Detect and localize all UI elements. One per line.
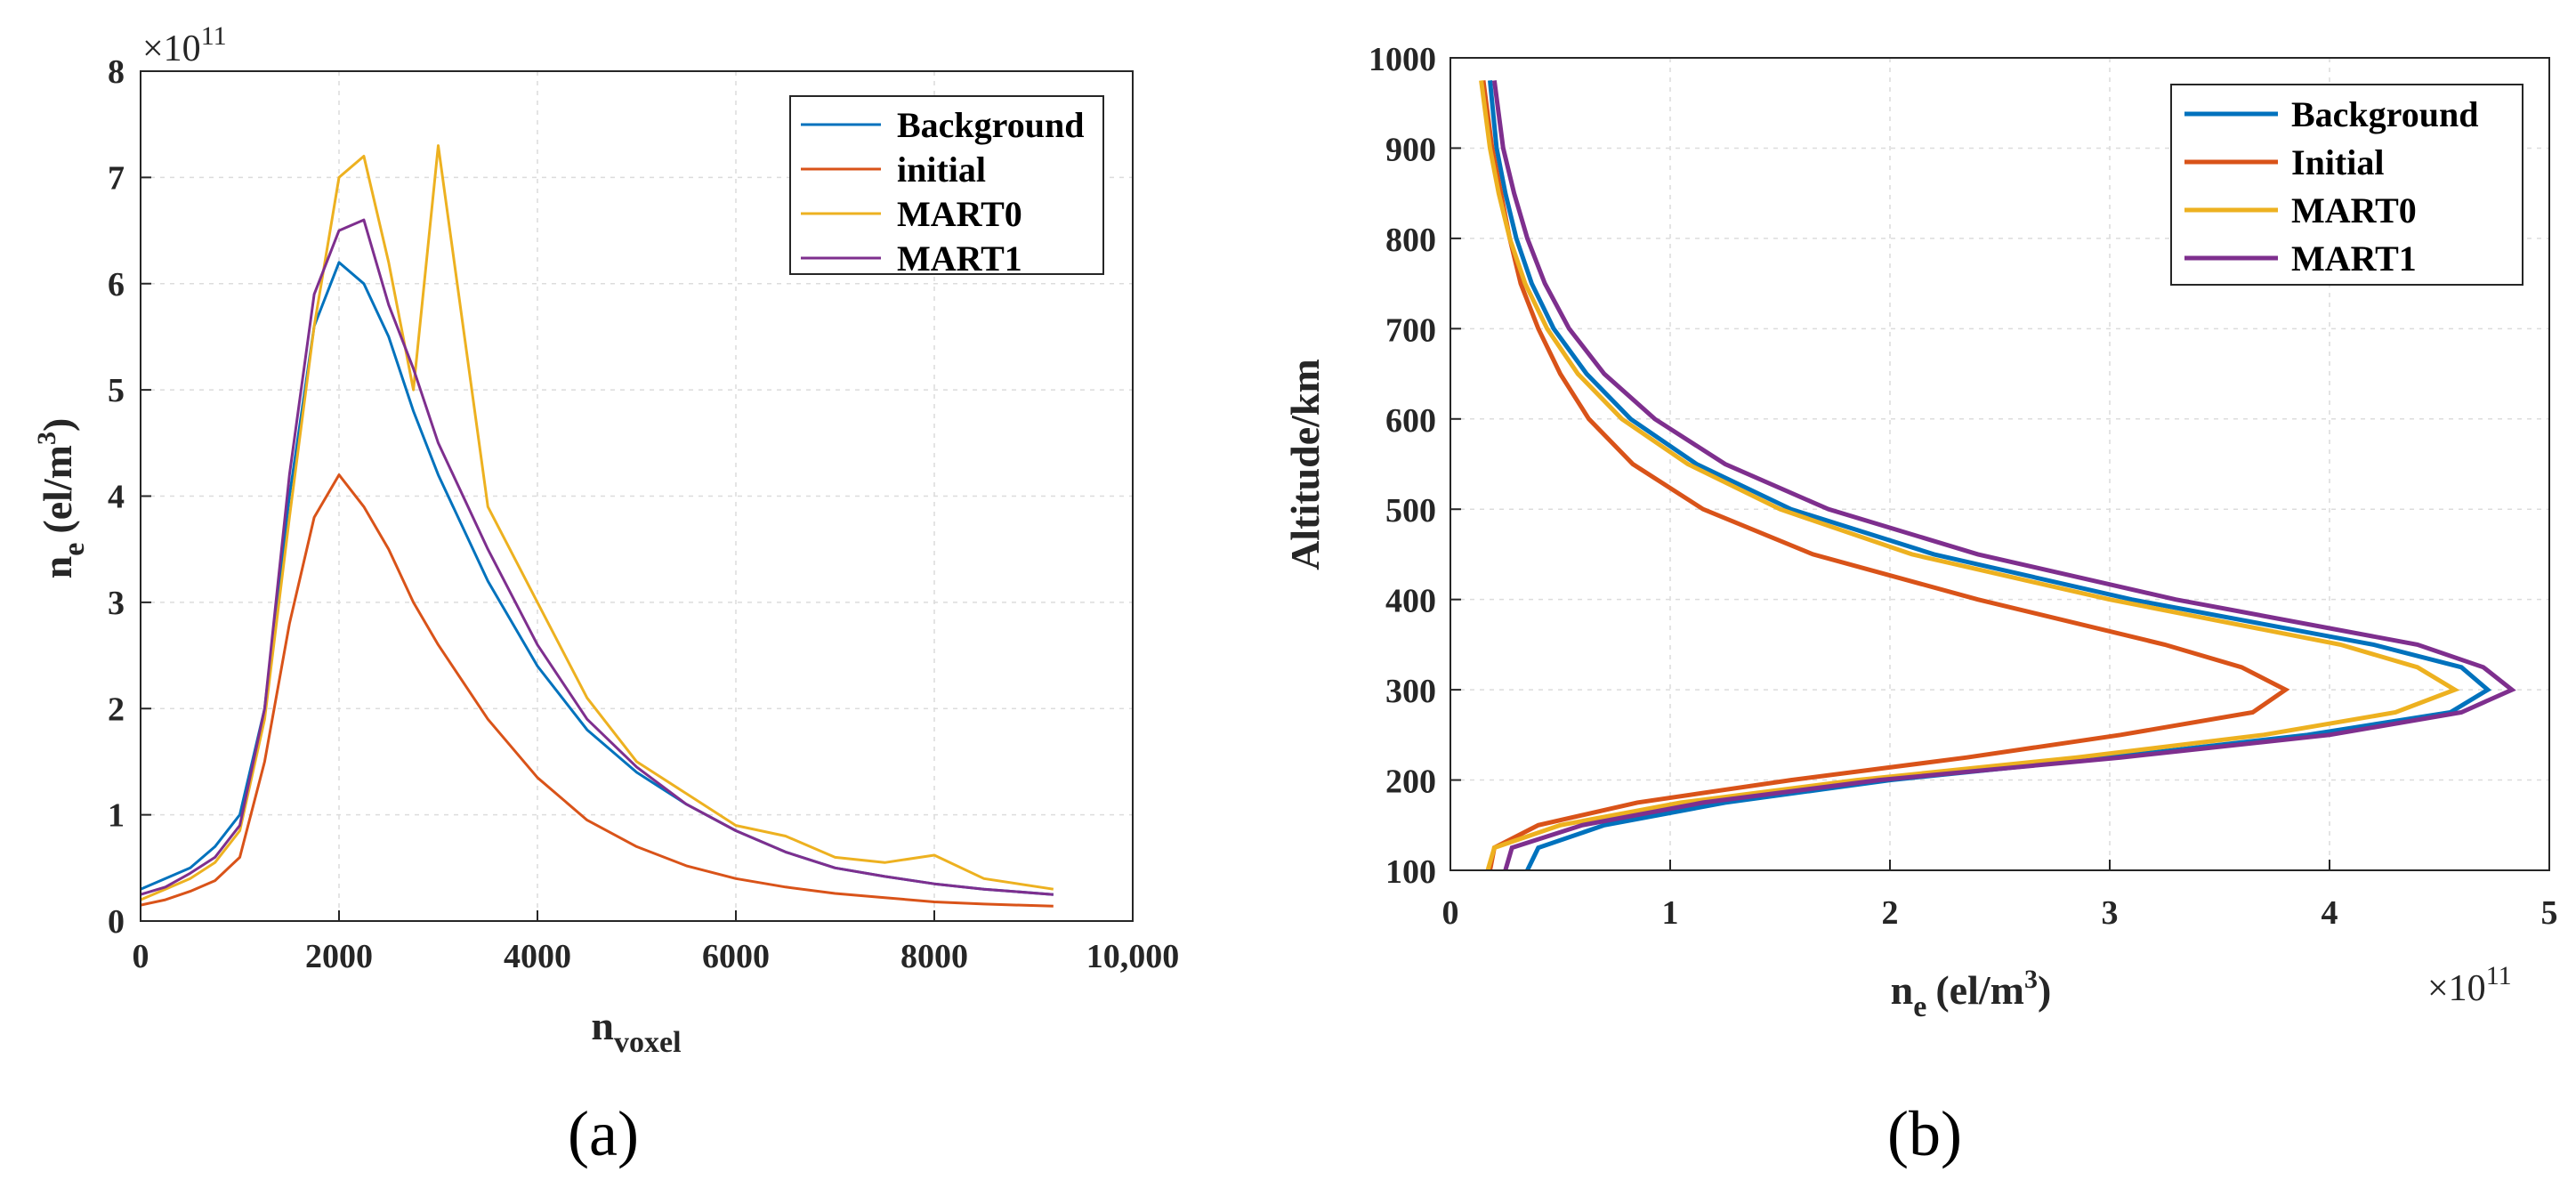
panel-a-x-tick-label: 10,000	[1086, 938, 1180, 975]
panel-a-y-tick-label: 0	[108, 903, 125, 941]
panel-a-x-tick-label: 2000	[305, 938, 373, 975]
panel-b-ticks: 0 1 2 3 4 5 100 200 300 400 500 600 700 800 900 1000	[1369, 41, 2558, 932]
panel-b-legend-label: Initial	[2291, 142, 2384, 182]
panel-a-legend-label: MART0	[897, 194, 1022, 234]
panel-a-y-tick-label: 7	[108, 159, 125, 197]
panel-b-x-tick-label: 1	[1662, 894, 1679, 932]
panel-b-y-tick-label: 700	[1385, 311, 1436, 349]
panel-b-series-line-mart1	[1491, 80, 2516, 871]
panel-b-caption: (b)	[1887, 1098, 1962, 1169]
panel-b-x-tick-label: 3	[2102, 894, 2119, 932]
panel-b-series-line-mart0	[1479, 80, 2460, 871]
panel-b-y-tick-label: 900	[1385, 131, 1436, 168]
panel-a-caption: (a)	[568, 1098, 639, 1169]
panel-a-x-tick-label: 4000	[504, 938, 571, 975]
panel-a-y-tick-label: 3	[108, 585, 125, 622]
panel-a-ticks: 0 2000 4000 6000 8000 10,000 0 1 2 3 4 5 6 7 8	[108, 53, 1179, 975]
panel-a-chart: 0 2000 4000 6000 8000 10,000 0 1 2 3 4 5 6 7 8 ×1011 n…	[32, 21, 1179, 1169]
panel-b-x-axis-label: ne (el/m3)	[1891, 965, 2052, 1023]
panel-a-series-line-mart1	[140, 218, 1054, 896]
panel-b-x-tick-label: 0	[1442, 894, 1459, 932]
panel-b-legend: Background Initial MART0 MART1	[2170, 84, 2524, 286]
panel-a-series-line-mart0	[140, 144, 1054, 901]
panel-b-legend-label: MART0	[2291, 190, 2417, 230]
panel-a-y-tick-label: 5	[108, 372, 125, 409]
panel-b-plot-frame	[1450, 57, 2550, 871]
panel-a-y-multiplier: ×1011	[142, 21, 227, 69]
panel-b-x-multiplier: ×1011	[2427, 961, 2512, 1009]
panel-a-y-axis-label: ne(el/m3)	[32, 418, 91, 579]
panel-a-grid	[141, 71, 1133, 921]
panel-b-y-axis-label: Altitude/km	[1282, 359, 1328, 570]
panel-a-x-axis-label: nvoxel	[591, 1003, 681, 1059]
panel-b-y-tick-label: 600	[1385, 402, 1436, 440]
panel-b-y-tick-label: 500	[1385, 492, 1436, 529]
panel-a-y-tick-label: 8	[108, 53, 125, 91]
panel-a-series-group	[140, 144, 1054, 908]
panel-b-x-tick-label: 5	[2541, 894, 2558, 932]
panel-b-legend-label: MART1	[2291, 238, 2417, 279]
panel-a-legend-label: Background	[897, 105, 1084, 145]
panel-b-chart: 0 1 2 3 4 5 100 200 300 400 500 600 700 800 900 1000 Al…	[1282, 41, 2558, 1169]
panel-b-x-tick-label: 4	[2322, 894, 2338, 932]
panel-a-x-tick-label: 6000	[702, 938, 770, 975]
panel-b-series-line-initial	[1481, 80, 2290, 871]
panel-a-y-tick-label: 6	[108, 266, 125, 303]
panel-b-series-group	[1479, 80, 2516, 872]
panel-b-y-tick-label: 100	[1385, 853, 1436, 891]
panel-a-x-tick-label: 8000	[900, 938, 968, 975]
panel-b-legend-box	[2170, 84, 2524, 286]
panel-a-legend-label: initial	[897, 150, 986, 190]
panel-a-series-line-initial	[140, 473, 1054, 908]
panel-a-legend-label: MART1	[897, 238, 1022, 279]
panel-b-y-tick-label: 400	[1385, 583, 1436, 620]
panel-a-y-tick-label: 4	[108, 479, 125, 516]
panel-b-y-tick-label: 200	[1385, 764, 1436, 801]
panel-b-x-tick-label: 2	[1882, 894, 1899, 932]
panel-a-y-tick-label: 2	[108, 691, 125, 728]
panel-b-y-tick-label: 300	[1385, 673, 1436, 710]
panel-a-y-tick-label: 1	[108, 797, 125, 835]
panel-a-x-tick-label: 0	[133, 938, 149, 975]
panel-b-legend-label: Background	[2291, 94, 2478, 134]
panel-b-y-tick-label: 1000	[1369, 41, 1436, 78]
panel-b-y-tick-label: 800	[1385, 222, 1436, 259]
